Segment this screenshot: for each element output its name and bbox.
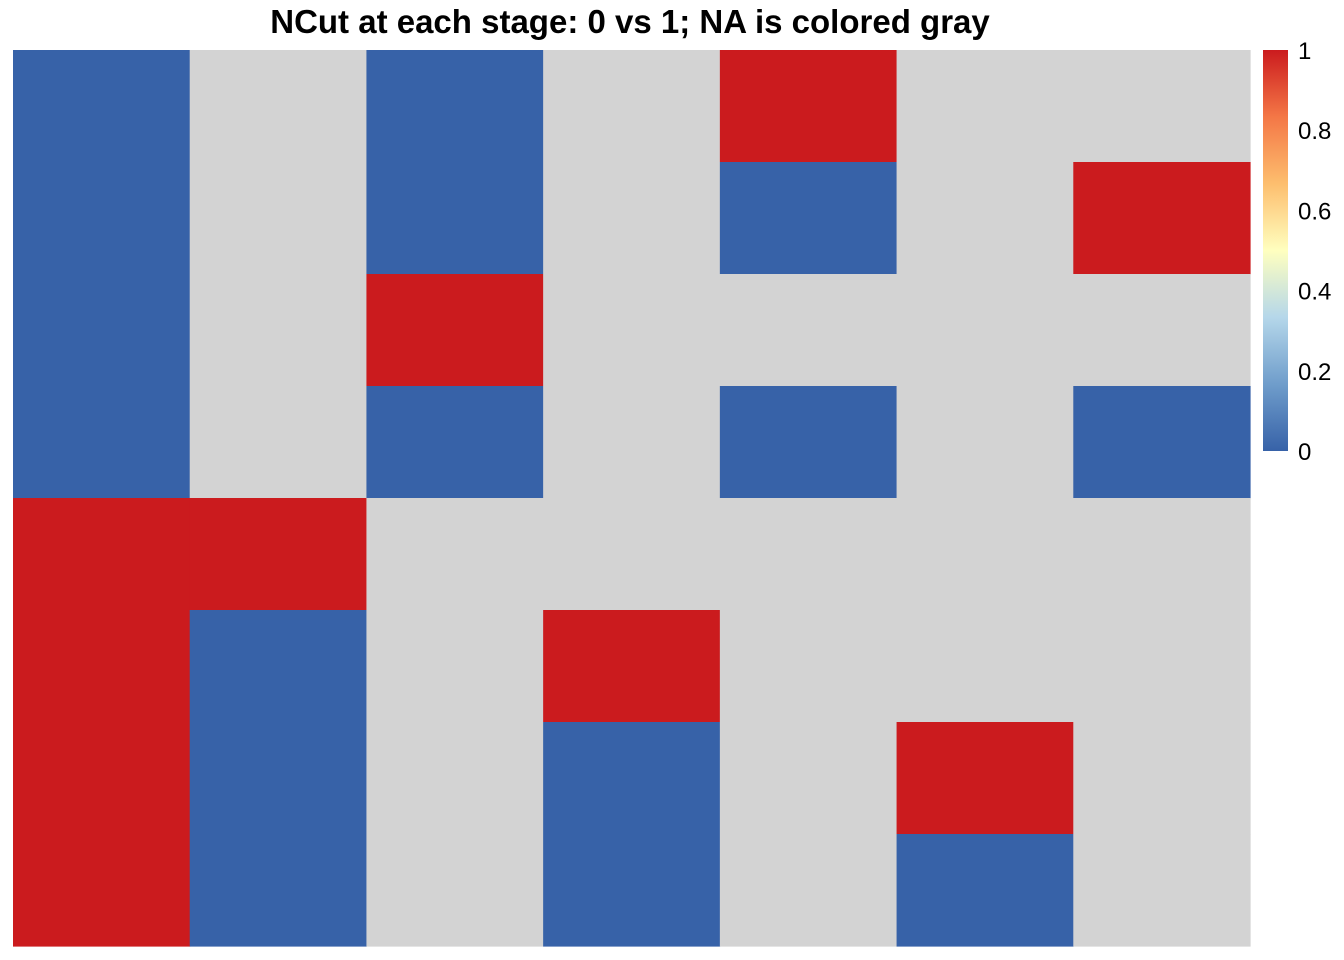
- heatmap-cell: [13, 722, 191, 835]
- heatmap-cell: [366, 50, 544, 163]
- heatmap-cell: [1073, 722, 1251, 835]
- heatmap-cell: [189, 498, 368, 611]
- heatmap-cell: [189, 610, 368, 723]
- heatmap-cell: [896, 610, 1074, 723]
- legend-tick-label: 1: [1298, 38, 1311, 65]
- heatmap-cell: [543, 162, 721, 275]
- heatmap-cell: [543, 610, 721, 723]
- heatmap-cell: [719, 834, 898, 947]
- legend-tick-label: 0.6: [1298, 198, 1331, 225]
- legend-tick-label: 0.2: [1298, 359, 1331, 386]
- heatmap-cell: [719, 386, 898, 499]
- heatmap-cell: [719, 162, 898, 275]
- heatmap-cell: [1073, 162, 1251, 275]
- heatmap-cell: [366, 834, 544, 947]
- heatmap-cell: [13, 274, 191, 387]
- heatmap-cell: [1073, 610, 1251, 723]
- heatmap-cell: [719, 50, 898, 163]
- heatmap-cell: [1073, 834, 1251, 947]
- heatmap-cell: [719, 722, 898, 835]
- legend-tick-label: 0.8: [1298, 118, 1331, 145]
- heatmap-cell: [366, 162, 544, 275]
- heatmap-cell: [1073, 386, 1251, 499]
- heatmap-cell: [543, 50, 721, 163]
- heatmap-cell: [189, 386, 368, 499]
- heatmap-cell: [543, 722, 721, 835]
- heatmap-cell: [366, 498, 544, 611]
- heatmap-cell: [896, 162, 1074, 275]
- heatmap-cells: [13, 50, 1251, 947]
- heatmap-cell: [719, 498, 898, 611]
- heatmap-cell: [189, 722, 368, 835]
- heatmap-cell: [13, 498, 191, 611]
- legend-ticks: 0 0.2 0.4 0.6 0.8 1: [1298, 38, 1331, 466]
- heatmap-cell: [1073, 274, 1251, 387]
- heatmap-cell: [896, 722, 1074, 835]
- heatmap-cell: [719, 610, 898, 723]
- heatmap-cell: [189, 834, 368, 947]
- heatmap-cell: [13, 386, 191, 499]
- heatmap-cell: [189, 50, 368, 163]
- heatmap-cell: [543, 386, 721, 499]
- heatmap-cell: [896, 50, 1074, 163]
- heatmap-cell: [896, 274, 1074, 387]
- heatmap-cell: [719, 274, 898, 387]
- heatmap-cell: [896, 834, 1074, 947]
- heatmap-cell: [189, 274, 368, 387]
- legend-tick-label: 0.4: [1298, 279, 1331, 306]
- legend-tick-label: 0: [1298, 439, 1311, 466]
- heatmap-cell: [543, 834, 721, 947]
- chart-title: NCut at each stage: 0 vs 1; NA is colore…: [270, 3, 990, 40]
- heatmap-cell: [13, 50, 191, 163]
- heatmap-cell: [13, 834, 191, 947]
- heatmap-cell: [366, 274, 544, 387]
- heatmap-cell: [896, 386, 1074, 499]
- heatmap-cell: [1073, 50, 1251, 163]
- color-legend: 0 0.2 0.4 0.6 0.8 1: [1263, 38, 1331, 466]
- legend-color-bar: [1263, 50, 1288, 451]
- heatmap-cell: [896, 498, 1074, 611]
- heatmap-cell: [366, 610, 544, 723]
- heatmap-cell: [366, 386, 544, 499]
- heatmap-cell: [1073, 498, 1251, 611]
- heatmap-cell: [13, 610, 191, 723]
- heatmap-cell: [543, 274, 721, 387]
- heatmap-cell: [543, 498, 721, 611]
- heatmap-cell: [189, 162, 368, 275]
- heatmap-cell: [13, 162, 191, 275]
- heatmap-cell: [366, 722, 544, 835]
